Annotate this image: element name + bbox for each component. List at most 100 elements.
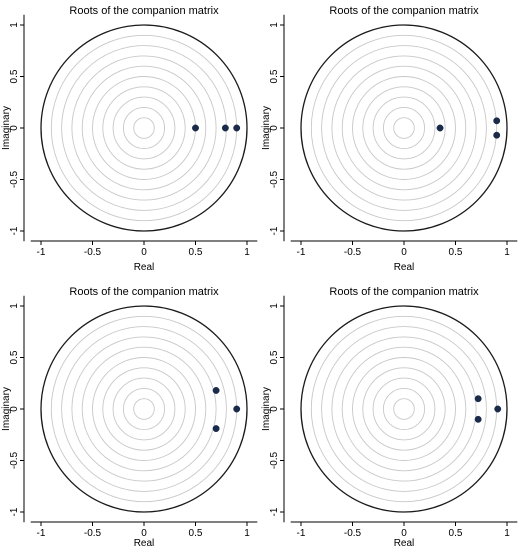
reference-circle <box>341 346 467 472</box>
root-point <box>221 124 229 132</box>
reference-circle <box>122 106 166 150</box>
root-point <box>474 415 482 423</box>
x-tick-label: -0.5 <box>84 528 102 539</box>
reference-circle <box>310 315 498 503</box>
reference-circle <box>61 45 227 211</box>
x-axis-label: Real <box>134 538 155 549</box>
x-tick-label: 0.5 <box>449 247 463 258</box>
unit-circle <box>300 24 508 232</box>
x-tick-label: -0.5 <box>344 247 362 258</box>
chart-title: Roots of the companion matrix <box>329 5 479 17</box>
root-point <box>212 425 220 433</box>
y-tick-label: -0.5 <box>9 451 20 469</box>
y-tick-label: 1 <box>9 303 20 309</box>
y-axis-label: Imaginary <box>261 387 272 431</box>
y-tick-label: 0.5 <box>9 350 20 364</box>
reference-circle <box>321 326 487 492</box>
x-tick-label: 1 <box>244 247 250 258</box>
y-tick-label: 0.5 <box>269 69 280 83</box>
y-tick-label: -1 <box>269 226 280 235</box>
x-tick-label: 1 <box>244 528 250 539</box>
x-tick-label: 0.5 <box>449 528 463 539</box>
root-point <box>192 124 199 132</box>
x-tick-label: -0.5 <box>344 528 362 539</box>
reference-circle <box>382 106 426 150</box>
reference-circle <box>362 86 446 170</box>
unit-circle <box>300 305 508 513</box>
reference-circle <box>393 117 415 139</box>
root-point <box>212 387 220 394</box>
y-tick-label: -0.5 <box>9 170 20 188</box>
chart-panel-top-left: Roots of the companion matrix Real Imagi… <box>1 5 258 273</box>
reference-circle <box>352 76 456 180</box>
reference-circle <box>102 86 186 170</box>
root-point <box>233 124 241 132</box>
reference-circle <box>321 45 487 211</box>
root-point <box>233 405 241 413</box>
reference-circle <box>92 76 196 180</box>
reference-circle <box>122 387 166 431</box>
y-tick-label: 1 <box>269 22 280 28</box>
reference-circle <box>50 315 238 503</box>
y-tick-label: 1 <box>269 303 280 309</box>
root-point <box>493 131 501 139</box>
unit-circle <box>40 24 248 232</box>
unit-circle <box>40 305 248 513</box>
reference-circle <box>81 65 207 191</box>
reference-circle <box>331 336 477 482</box>
reference-circle <box>112 377 176 441</box>
reference-circle <box>372 377 436 441</box>
x-axis-label: Real <box>134 262 155 273</box>
root-point <box>436 124 444 132</box>
chart-panel-top-right: Roots of the companion matrix Real Imagi… <box>261 5 518 273</box>
y-tick-label: 0.5 <box>269 350 280 364</box>
y-axis-label: Imaginary <box>1 106 12 150</box>
x-tick-label: 0.5 <box>189 528 203 539</box>
chart-title: Roots of the companion matrix <box>329 286 479 298</box>
reference-circle <box>102 367 186 451</box>
y-tick-label: 0 <box>269 406 280 412</box>
root-point <box>493 117 501 125</box>
reference-circle <box>92 357 196 461</box>
y-tick-label: -1 <box>9 226 20 235</box>
reference-circle <box>71 336 217 482</box>
x-tick-label: 0 <box>141 247 147 258</box>
reference-circle <box>372 96 436 160</box>
reference-circle <box>133 398 155 420</box>
y-tick-label: 0 <box>269 125 280 131</box>
x-tick-label: -1 <box>297 247 306 258</box>
y-tick-label: -0.5 <box>269 451 280 469</box>
x-tick-label: 0 <box>401 528 407 539</box>
chart-panel-bottom-left: Roots of the companion matrix Real Imagi… <box>1 286 258 549</box>
root-point <box>474 395 482 403</box>
y-tick-label: 0 <box>9 125 20 131</box>
chart-title: Roots of the companion matrix <box>69 286 219 298</box>
y-tick-label: 1 <box>9 22 20 28</box>
reference-circle <box>71 55 217 201</box>
x-tick-label: 0 <box>401 247 407 258</box>
chart-panel-bottom-right: Roots of the companion matrix Real Imagi… <box>261 286 518 549</box>
x-tick-label: -1 <box>297 528 306 539</box>
reference-circle <box>310 34 498 222</box>
reference-circle <box>331 55 477 201</box>
y-tick-label: -0.5 <box>269 170 280 188</box>
y-tick-label: 0 <box>9 406 20 412</box>
y-tick-label: -1 <box>269 507 280 516</box>
x-tick-label: 1 <box>504 528 510 539</box>
reference-circle <box>382 387 426 431</box>
x-tick-label: -0.5 <box>84 247 102 258</box>
reference-circle <box>352 357 456 461</box>
x-tick-label: 1 <box>504 247 510 258</box>
y-axis-label: Imaginary <box>261 106 272 150</box>
reference-circle <box>112 96 176 160</box>
chart-title: Roots of the companion matrix <box>69 5 219 17</box>
y-axis-label: Imaginary <box>1 387 12 431</box>
reference-circle <box>341 65 467 191</box>
x-tick-label: 0 <box>141 528 147 539</box>
x-tick-label: -1 <box>37 247 46 258</box>
x-tick-label: -1 <box>37 528 46 539</box>
reference-circle <box>362 367 446 451</box>
y-tick-label: -1 <box>9 507 20 516</box>
